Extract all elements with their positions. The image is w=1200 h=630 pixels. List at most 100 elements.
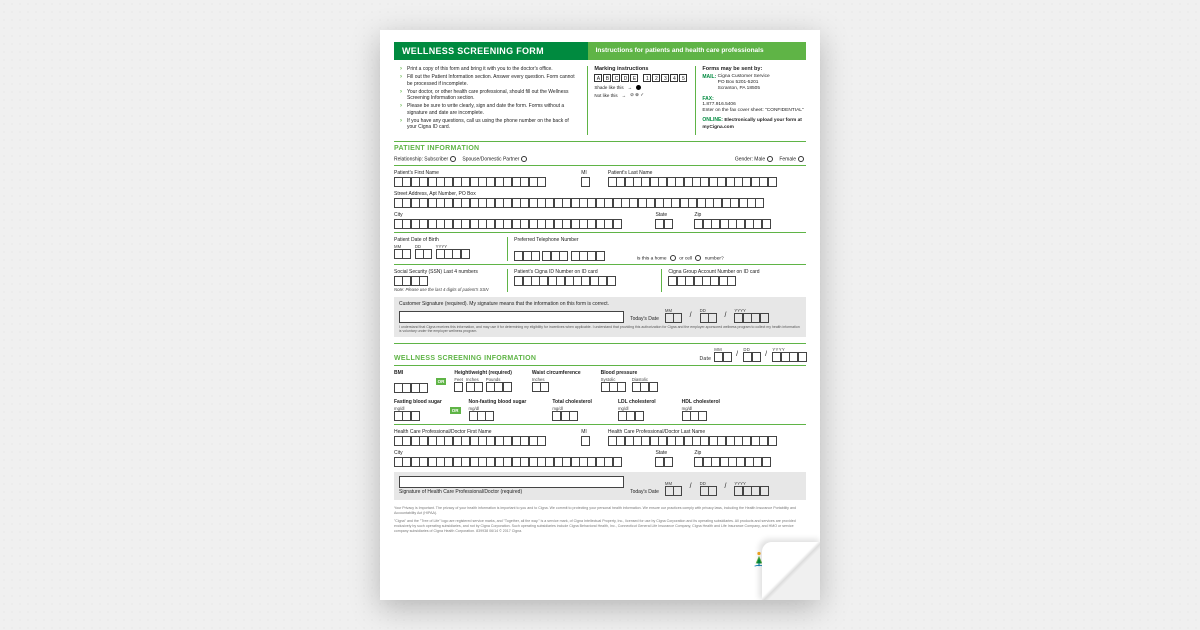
mi-label: MI — [581, 170, 602, 176]
spouse-label: Spouse/Domestic Partner — [462, 156, 519, 162]
waist-box[interactable] — [532, 382, 581, 392]
phone-3[interactable] — [571, 251, 605, 261]
zip-label: Zip — [694, 212, 806, 218]
hcp-city-row: City State Zip — [394, 450, 806, 467]
page-wrap: WELLNESS SCREENING FORM Instructions for… — [380, 30, 820, 600]
wdate-mm[interactable] — [714, 352, 731, 362]
street-boxes[interactable] — [394, 198, 806, 208]
subscriber-radio[interactable] — [450, 156, 456, 162]
state-boxes[interactable] — [655, 219, 688, 229]
send-methods: Forms may be sent by: MAIL: Cigna Custom… — [695, 66, 806, 135]
instruction-list: Print a copy of this form and bring it w… — [394, 66, 579, 135]
last-name-boxes[interactable] — [608, 177, 806, 187]
marking-letter-boxes: A B C D E 1 2 3 4 5 — [594, 74, 687, 82]
hcp-city-boxes[interactable] — [394, 457, 649, 467]
home-radio[interactable] — [670, 255, 676, 261]
instruction-item: If you have any questions, call us using… — [402, 118, 579, 131]
hcp-last-boxes[interactable] — [608, 436, 806, 446]
phone-1[interactable] — [514, 251, 539, 261]
male-radio[interactable] — [767, 156, 773, 162]
shade-ok: Shade like this→ — [594, 85, 687, 90]
relationship-group: Relationship: Subscriber Spouse/Domestic… — [394, 156, 529, 162]
instruction-item: Fill out the Patient Information section… — [402, 74, 579, 87]
phone-2[interactable] — [542, 251, 567, 261]
diastolic-box[interactable] — [632, 382, 657, 392]
hcp-state-boxes[interactable] — [655, 457, 688, 467]
female-radio[interactable] — [798, 156, 804, 162]
marking-box: B — [603, 74, 611, 82]
instruction-item: Please be sure to write clearly, sign an… — [402, 103, 579, 116]
hcp-sig-dd[interactable] — [700, 486, 717, 496]
marking-box: 5 — [679, 74, 687, 82]
hcp-sig-label: Signature of Health Care Professional/Do… — [399, 489, 624, 495]
wdate-yyyy[interactable] — [772, 352, 806, 362]
spouse-radio[interactable] — [521, 156, 527, 162]
top-instructions-row: Print a copy of this form and bring it w… — [394, 66, 806, 135]
hcp-sig-mm[interactable] — [665, 486, 682, 496]
state-label: State — [655, 212, 688, 218]
mi-box[interactable] — [581, 177, 602, 187]
last-name-label: Patient's Last Name — [608, 170, 806, 176]
biometrics-row-1: BMI OR Height/weight (required) Feet Inc… — [394, 370, 806, 393]
cigna-id-boxes[interactable] — [514, 276, 655, 286]
marking-title: Marking instructions — [594, 66, 687, 72]
tc-box[interactable] — [552, 411, 592, 421]
sig-yyyy[interactable] — [734, 313, 768, 323]
ssn-boxes[interactable] — [394, 276, 501, 286]
dob-yyyy[interactable] — [436, 249, 470, 259]
city-label: City — [394, 212, 649, 218]
cell-radio[interactable] — [695, 255, 701, 261]
hcp-name-row: Health Care Professional/Doctor First Na… — [394, 429, 806, 446]
dob-dd[interactable] — [415, 249, 432, 259]
city-boxes[interactable] — [394, 219, 649, 229]
patient-signature-block: Customer Signature (required). My signat… — [394, 297, 806, 337]
hcp-first-boxes[interactable] — [394, 436, 575, 446]
bp-label: Blood pressure — [601, 370, 657, 376]
instruction-item: Print a copy of this form and bring it w… — [402, 66, 579, 72]
wdate-dd[interactable] — [743, 352, 760, 362]
ldl-label: LDL cholesterol — [618, 399, 656, 405]
dob-mm[interactable] — [394, 249, 411, 259]
fbs-box[interactable] — [394, 411, 442, 421]
ldl-box[interactable] — [618, 411, 656, 421]
group-boxes[interactable] — [668, 276, 806, 286]
sig-dd[interactable] — [700, 313, 717, 323]
footer-privacy: Your Privacy is Important. The privacy o… — [394, 506, 806, 516]
zip-boxes[interactable] — [694, 219, 806, 229]
marking-box: 1 — [643, 74, 651, 82]
systolic-box[interactable] — [601, 382, 626, 392]
dob-label: Patient Date of Birth — [394, 237, 501, 243]
sig-mm[interactable] — [665, 313, 682, 323]
signature-line[interactable] — [399, 311, 624, 323]
relationship-label: Relationship: — [394, 156, 423, 162]
hcp-signature-line[interactable] — [399, 476, 624, 488]
inches-box[interactable] — [466, 382, 483, 392]
nfbs-box[interactable] — [469, 411, 527, 421]
marking-box: 4 — [670, 74, 678, 82]
page-curl-icon — [762, 542, 820, 600]
cigna-id-label: Patient's Cigna ID Number on ID card — [514, 269, 655, 275]
hcp-mi-box[interactable] — [581, 436, 602, 446]
header-title: WELLNESS SCREENING FORM — [394, 42, 588, 60]
or-badge: OR — [450, 407, 461, 414]
pounds-box[interactable] — [486, 382, 511, 392]
mail-label: MAIL: — [702, 74, 716, 80]
hdl-box[interactable] — [682, 411, 720, 421]
gender-group: Gender: Male Female — [735, 156, 806, 162]
bmi-boxes[interactable] — [394, 383, 428, 393]
street-label: Street Address, Apt Number, PO Box — [394, 191, 806, 197]
marking-instructions: Marking instructions A B C D E 1 2 3 4 5… — [587, 66, 687, 135]
wellness-section-title: WELLNESS SCREENING INFORMATION Date MM /… — [394, 343, 806, 362]
first-name-boxes[interactable] — [394, 177, 575, 187]
fbs-label: Fasting blood sugar — [394, 399, 442, 405]
gender-label: Gender: — [735, 156, 753, 162]
phone-label: Preferred Telephone Number — [514, 237, 631, 243]
footer-legal: "Cigna" and the "Tree of Life" logo are … — [394, 519, 806, 534]
marking-box: 2 — [652, 74, 660, 82]
male-label: Male — [754, 156, 765, 162]
hcp-zip-boxes[interactable] — [694, 457, 806, 467]
hcp-sig-yyyy[interactable] — [734, 486, 768, 496]
feet-box[interactable] — [454, 382, 463, 392]
biometrics-row-2: Fasting blood sugar mg/dl OR Non-fasting… — [394, 399, 806, 421]
hcp-last-label: Health Care Professional/Doctor Last Nam… — [608, 429, 806, 435]
